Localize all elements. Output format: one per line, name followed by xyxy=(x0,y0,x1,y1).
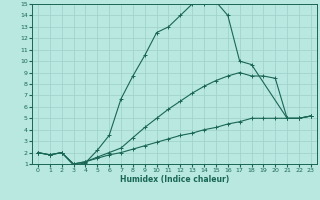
X-axis label: Humidex (Indice chaleur): Humidex (Indice chaleur) xyxy=(120,175,229,184)
